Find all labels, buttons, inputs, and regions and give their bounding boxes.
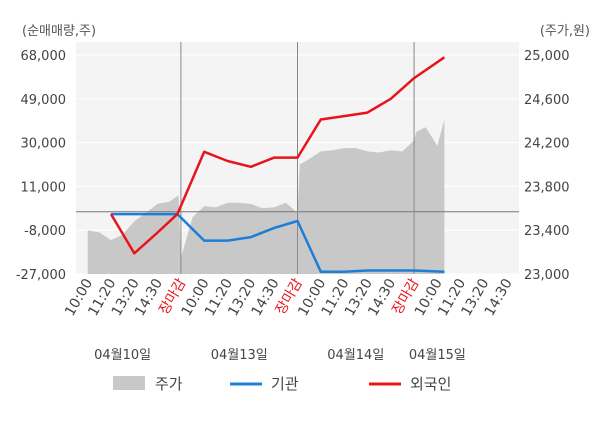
date-labels: 04월10일 04월13일 04월14일 04월15일 xyxy=(94,348,466,363)
foreign-line xyxy=(109,56,446,255)
left-axis-unit: (순매매량,주) xyxy=(22,24,96,39)
right-tick-label: 24,200 xyxy=(524,137,570,152)
date-label: 04월14일 xyxy=(327,348,384,363)
institution-line xyxy=(111,212,445,273)
right-axis-unit: (주가,원) xyxy=(540,24,590,39)
left-tick-label: 68,000 xyxy=(21,49,67,64)
left-tick-label: 30,000 xyxy=(21,137,67,152)
investor-lines-layer xyxy=(109,56,446,273)
left-axis-ticks: 68,000 49,000 30,000 11,000 -8,000 -27,000 xyxy=(16,49,66,283)
right-tick-label: 23,000 xyxy=(524,268,570,283)
right-tick-label: 23,400 xyxy=(524,224,570,239)
left-tick-label: -27,000 xyxy=(16,268,66,283)
x-axis-ticks: 10:0011:2013:2014:30장마감10:0011:2013:2014… xyxy=(62,276,516,319)
legend: 주가 기관 외국인 xyxy=(113,375,451,393)
legend-label-institution: 기관 xyxy=(271,375,299,393)
left-tick-label: 49,000 xyxy=(21,93,67,108)
date-label: 04월13일 xyxy=(211,348,268,363)
right-axis-ticks: 25,000 24,600 24,200 23,800 23,400 23,000 xyxy=(524,49,570,283)
legend-label-foreign: 외국인 xyxy=(410,375,451,393)
right-tick-label: 25,000 xyxy=(524,49,570,64)
price-area-layer xyxy=(87,119,445,274)
right-tick-label: 23,800 xyxy=(524,180,570,195)
date-label: 04월10일 xyxy=(94,348,151,363)
date-label: 04월15일 xyxy=(409,348,466,363)
left-tick-label: 11,000 xyxy=(21,180,67,195)
right-tick-label: 24,600 xyxy=(524,93,570,108)
legend-label-price: 주가 xyxy=(155,375,183,393)
price-area xyxy=(87,119,445,274)
left-tick-label: -8,000 xyxy=(24,224,66,239)
legend-swatch-price xyxy=(113,376,145,390)
